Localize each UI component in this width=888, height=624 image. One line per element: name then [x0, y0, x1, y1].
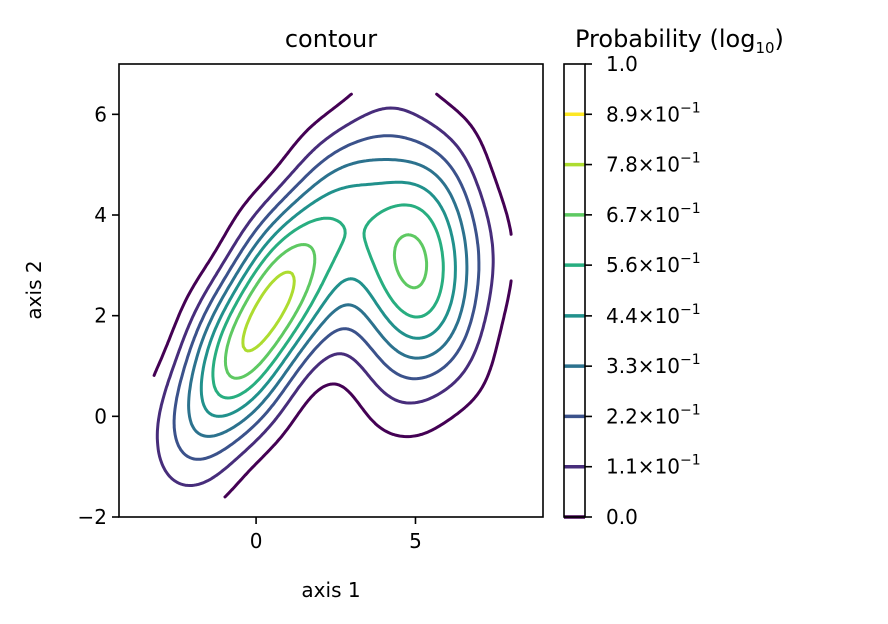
colorbar-title-end: ): [775, 25, 784, 53]
x-axis-label: axis 1: [301, 578, 360, 602]
colorbar-tick-exponent: −1: [680, 352, 701, 368]
x-tick-label: 5: [409, 529, 422, 553]
contour-line: [187, 158, 469, 438]
colorbar-tick-mantissa: 6.7×10: [606, 203, 680, 227]
contour-line: [152, 92, 513, 499]
colorbar-ticks: 0.01.1×10−12.2×10−13.3×10−14.4×10−15.6×1…: [585, 52, 701, 529]
colorbar-tick-mantissa: 5.6×10: [606, 253, 680, 277]
plot-area: [118, 63, 544, 518]
chart-title: contour: [285, 25, 377, 53]
plot-frame: [118, 63, 544, 518]
colorbar-tick-label: 4.4×10−1: [606, 302, 701, 328]
contour-line: [155, 106, 495, 487]
colorbar-tick-label: 5.6×10−1: [606, 251, 701, 277]
colorbar-tick-mantissa: 8.9×10: [606, 102, 680, 126]
contour-line: [199, 180, 457, 418]
colorbar-title-main: Probability (log: [575, 25, 755, 53]
y-axis: −2 0 2 4 6: [78, 102, 119, 529]
colorbar-tick-exponent: −1: [680, 302, 701, 318]
colorbar-tick-mantissa: 2.2×10: [606, 404, 680, 428]
contour-line: [211, 203, 445, 400]
colorbar-tick-mantissa: 7.8×10: [606, 153, 680, 177]
colorbar-tick-label: 1.0: [606, 52, 638, 76]
colorbar-tick-label: 1.1×10−1: [606, 453, 701, 479]
colorbar: Probability (log10) 0.01.1×10−12.2×10−13…: [563, 25, 784, 529]
colorbar-title: Probability (log10): [575, 25, 784, 57]
contour-line: [241, 270, 296, 353]
colorbar-tick-exponent: −1: [680, 251, 701, 267]
colorbar-tick-exponent: −1: [680, 201, 701, 217]
colorbar-tick-exponent: −1: [680, 453, 701, 469]
y-axis-label: axis 2: [22, 260, 46, 319]
colorbar-tick-label: 7.8×10−1: [606, 151, 701, 177]
contour-line: [223, 233, 429, 380]
colorbar-tick-label: 3.3×10−1: [606, 352, 701, 378]
colorbar-tick-mantissa: 4.4×10: [606, 304, 680, 328]
colorbar-tick-label: 6.7×10−1: [606, 201, 701, 227]
contour-lines: [152, 92, 513, 499]
y-tick-label: 4: [94, 203, 107, 227]
colorbar-tick-mantissa: 3.3×10: [606, 354, 680, 378]
colorbar-tick-mantissa: 1.0: [606, 52, 638, 76]
colorbar-tick-exponent: −1: [680, 151, 701, 167]
colorbar-tick-mantissa: 1.1×10: [606, 455, 680, 479]
colorbar-tick-label: 0.0: [606, 505, 638, 529]
x-tick-label: 0: [250, 529, 263, 553]
contour-line: [172, 134, 481, 461]
colorbar-tick-mantissa: 0.0: [606, 505, 638, 529]
y-tick-label: 0: [94, 404, 107, 428]
y-tick-label: 6: [94, 102, 107, 126]
colorbar-level-lines: [564, 112, 585, 519]
colorbar-tick-label: 2.2×10−1: [606, 402, 701, 428]
colorbar-tick-exponent: −1: [680, 100, 701, 116]
colorbar-frame: [563, 63, 586, 518]
y-tick-label: −2: [78, 505, 107, 529]
colorbar-tick-label: 8.9×10−1: [606, 100, 701, 126]
colorbar-title-sub: 10: [755, 39, 774, 57]
y-tick-label: 2: [94, 304, 107, 328]
colorbar-tick-exponent: −1: [680, 402, 701, 418]
